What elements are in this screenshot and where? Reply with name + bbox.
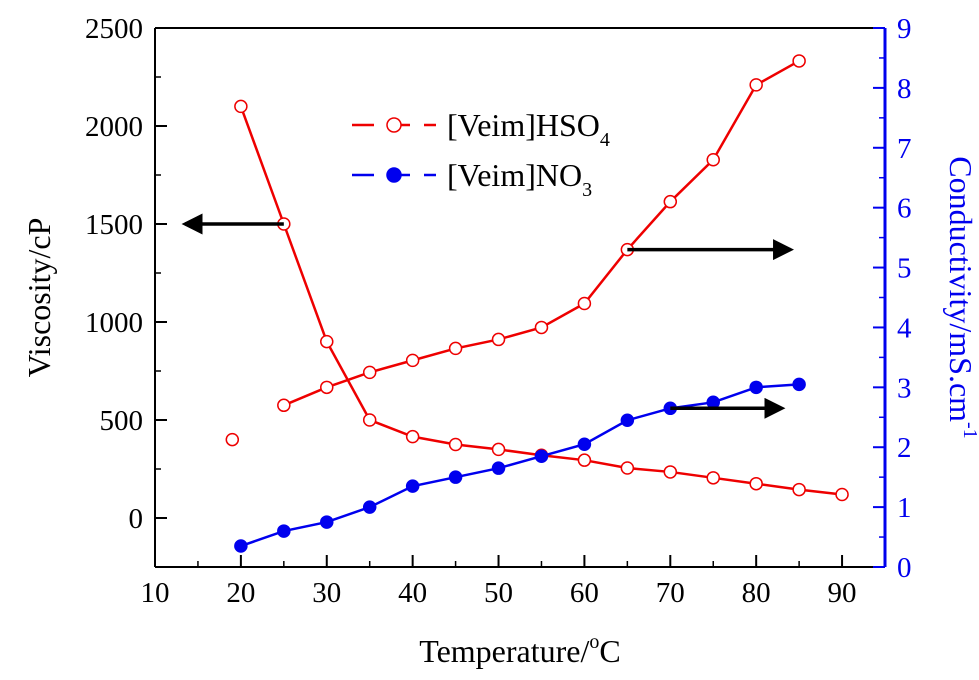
x-axis-title: Temperature/oC bbox=[419, 631, 620, 669]
data-point-viscosity bbox=[234, 99, 248, 114]
legend-label-main: [Veim]NO bbox=[447, 157, 582, 193]
x-tick-label: 40 bbox=[398, 577, 427, 609]
y-left-tick-label: 2000 bbox=[85, 111, 143, 143]
x-tick-label: 30 bbox=[312, 577, 341, 609]
x-tick-label: 50 bbox=[484, 577, 513, 609]
legend-label-subscript: 3 bbox=[582, 179, 592, 201]
legend-label-main: [Veim]HSO bbox=[447, 107, 600, 143]
x-tick-label: 80 bbox=[742, 577, 771, 609]
data-point-conductivity bbox=[362, 365, 377, 380]
data-point-conductivity bbox=[663, 194, 678, 209]
data-point-conductivity bbox=[320, 515, 334, 529]
data-point-conductivity bbox=[234, 539, 248, 553]
legend: [Veim]HSO4 [Veim]NO3 bbox=[352, 107, 610, 201]
data-point-conductivity bbox=[749, 380, 763, 395]
data-point-viscosity bbox=[663, 465, 678, 479]
y-left-tick-label: 1500 bbox=[85, 209, 143, 241]
y-left-tick-label: 0 bbox=[129, 503, 144, 535]
y-right-tick-label: 9 bbox=[897, 13, 912, 45]
data-point-viscosity bbox=[620, 461, 635, 475]
data-point-viscosity bbox=[405, 429, 420, 444]
data-point-viscosity bbox=[577, 453, 592, 467]
y-right-tick-label: 8 bbox=[897, 73, 912, 105]
y-right-tick-label: 0 bbox=[897, 552, 912, 584]
data-point-viscosity bbox=[491, 442, 506, 457]
legend-label: [Veim]NO3 bbox=[447, 157, 592, 201]
y-right-tick-label: 6 bbox=[897, 193, 912, 225]
y-right-axis-title: Conductivity/mS.cm-1 bbox=[943, 156, 979, 438]
data-point-conductivity bbox=[405, 479, 420, 493]
data-point-conductivity bbox=[792, 377, 806, 392]
y-right-tick-label: 3 bbox=[897, 372, 912, 404]
data-point-viscosity bbox=[362, 413, 377, 427]
x-tick-label: 20 bbox=[226, 577, 255, 609]
data-point-conductivity bbox=[534, 449, 549, 463]
legend-label-subscript: 4 bbox=[600, 129, 610, 151]
y-left-axis-title: Viscosity/cP bbox=[21, 218, 57, 378]
series-line-conductivity bbox=[240, 383, 800, 548]
data-point-viscosity bbox=[792, 482, 806, 497]
legend-label: [Veim]HSO4 bbox=[447, 107, 610, 151]
data-point-conductivity bbox=[534, 320, 549, 335]
x-axis-title-unit: C bbox=[599, 633, 620, 669]
data-point-conductivity bbox=[448, 341, 463, 356]
x-axis-title-main: Temperature/ bbox=[419, 633, 589, 669]
y-right-tick-label: 7 bbox=[897, 133, 912, 165]
y-right-tick-label: 5 bbox=[897, 253, 912, 285]
data-point-conductivity bbox=[749, 78, 763, 92]
y-right-tick-label: 2 bbox=[897, 432, 912, 464]
legend-marker bbox=[386, 167, 402, 183]
data-point-conductivity bbox=[620, 413, 635, 428]
axes: 10 20 30 40 50 60 70 80 90 0 500 1000 1500 2000 2500 0 1… bbox=[85, 13, 912, 609]
y-right-axis-title-superscript: -1 bbox=[959, 422, 979, 439]
data-point-conductivity bbox=[362, 500, 377, 514]
data-point-viscosity bbox=[448, 437, 463, 452]
data-point-conductivity bbox=[706, 153, 720, 167]
data-point-conductivity bbox=[577, 296, 592, 311]
data-point-conductivity bbox=[491, 461, 506, 475]
x-tick-label: 60 bbox=[570, 577, 599, 609]
data-point-conductivity bbox=[405, 353, 420, 368]
axis-titles: Viscosity/cP Temperature/oC Conductivity/m… bbox=[21, 156, 979, 669]
y-right-tick-label: 4 bbox=[897, 312, 912, 344]
data-point-conductivity bbox=[277, 524, 291, 538]
y-left-tick-label: 1000 bbox=[85, 307, 143, 339]
data-point-conductivity bbox=[320, 380, 334, 395]
plot-area bbox=[181, 54, 849, 553]
data-point-viscosity bbox=[835, 487, 849, 502]
x-axis-title-superscript: o bbox=[589, 631, 599, 653]
data-point-conductivity bbox=[792, 54, 806, 68]
x-tick-label: 10 bbox=[141, 577, 170, 609]
x-tick-label: 90 bbox=[828, 577, 857, 609]
y-left-tick-label: 2500 bbox=[85, 13, 143, 45]
y-left-tick-label: 500 bbox=[100, 405, 144, 437]
data-point-conductivity bbox=[448, 470, 463, 484]
data-point-viscosity bbox=[320, 334, 334, 349]
data-point-conductivity bbox=[491, 332, 506, 347]
y-right-axis-title-main: Conductivity/mS.cm bbox=[943, 156, 979, 422]
data-point-conductivity bbox=[706, 395, 720, 410]
data-point-conductivity bbox=[577, 437, 592, 451]
y-right-tick-label: 1 bbox=[897, 492, 912, 524]
data-point-conductivity bbox=[277, 398, 291, 413]
legend-marker bbox=[386, 117, 402, 133]
x-tick-label: 70 bbox=[656, 577, 685, 609]
data-point-outlier bbox=[225, 432, 240, 447]
data-point-viscosity bbox=[706, 471, 720, 485]
data-point-viscosity bbox=[749, 476, 763, 491]
